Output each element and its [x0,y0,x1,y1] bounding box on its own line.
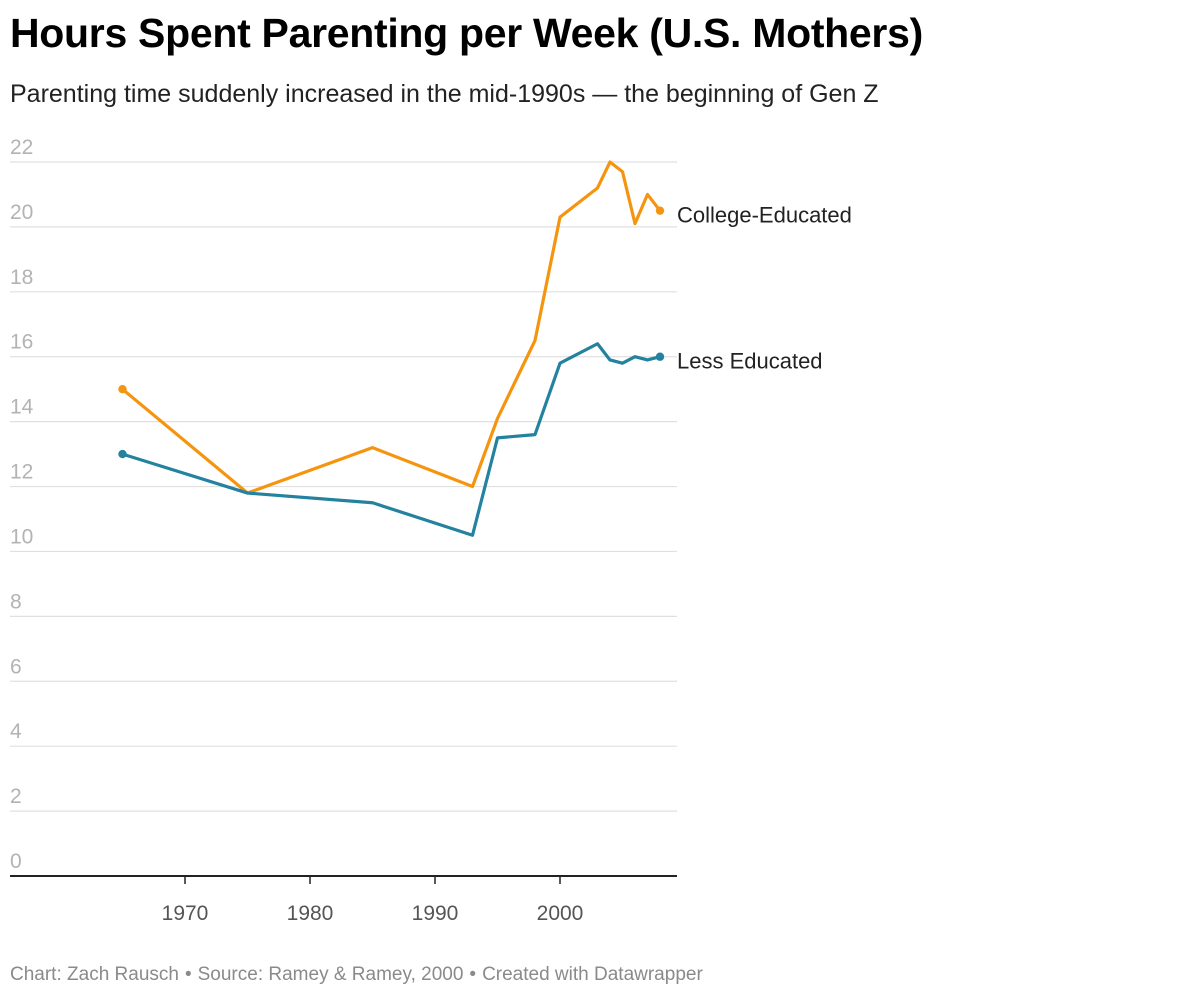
footer-separator: • [469,964,477,985]
line-chart: 0 2 4 6 8 10 12 14 16 18 20 22 1970 1980 1990 2000 Col… [10,136,852,925]
chart-title: Hours Spent Parenting per Week (U.S. Mot… [10,10,923,56]
less-educatedline [120,342,662,537]
y-tick-label: 8 [10,590,22,613]
x-axis-ticks: 1970 1980 1990 2000 [162,876,584,925]
y-tick-label: 22 [10,136,33,159]
chart-subtitle: Parenting time suddenly increased in the… [10,80,879,108]
y-tick-label: 16 [10,331,33,354]
y-tick-label: 2 [10,785,22,808]
x-tick-label: 1970 [162,902,209,925]
series-labels: College-Educated Less Educated [677,203,852,374]
series-label-college-educated: College-Educated [677,203,852,228]
y-axis-ticks: 0 2 4 6 8 10 12 14 16 18 20 22 [10,136,34,873]
college-educatedendpoint [655,206,665,215]
series-label-less-educated: Less Educated [677,349,823,374]
gridlines [10,161,677,877]
chart-credit: Chart: Zach Rausch [10,964,179,985]
x-tick-label: 2000 [537,902,584,925]
chart-footer: Chart: Zach Rausch • Source: Ramey & Ramey… [10,964,703,986]
y-tick-label: 20 [10,201,33,224]
y-tick-label: 18 [10,266,33,289]
source-note: Source: Ramey & Ramey, 2000 [197,964,464,985]
college-educatedline [120,160,662,495]
y-tick-label: 14 [10,396,34,419]
y-tick-label: 6 [10,655,22,678]
y-tick-label: 10 [10,525,33,548]
x-tick-label: 1990 [412,902,459,925]
y-tick-label: 4 [10,720,22,743]
college-educatedendpoint [118,384,127,394]
less-educatedendpoint [118,449,127,459]
less-educatedendpoint [655,352,665,361]
y-tick-label: 12 [10,461,33,484]
x-tick-label: 1980 [287,902,334,925]
series-lines [118,160,665,537]
y-tick-label: 0 [10,850,22,873]
footer-separator: • [184,964,192,985]
tool-credit: Created with Datawrapper [482,964,703,985]
